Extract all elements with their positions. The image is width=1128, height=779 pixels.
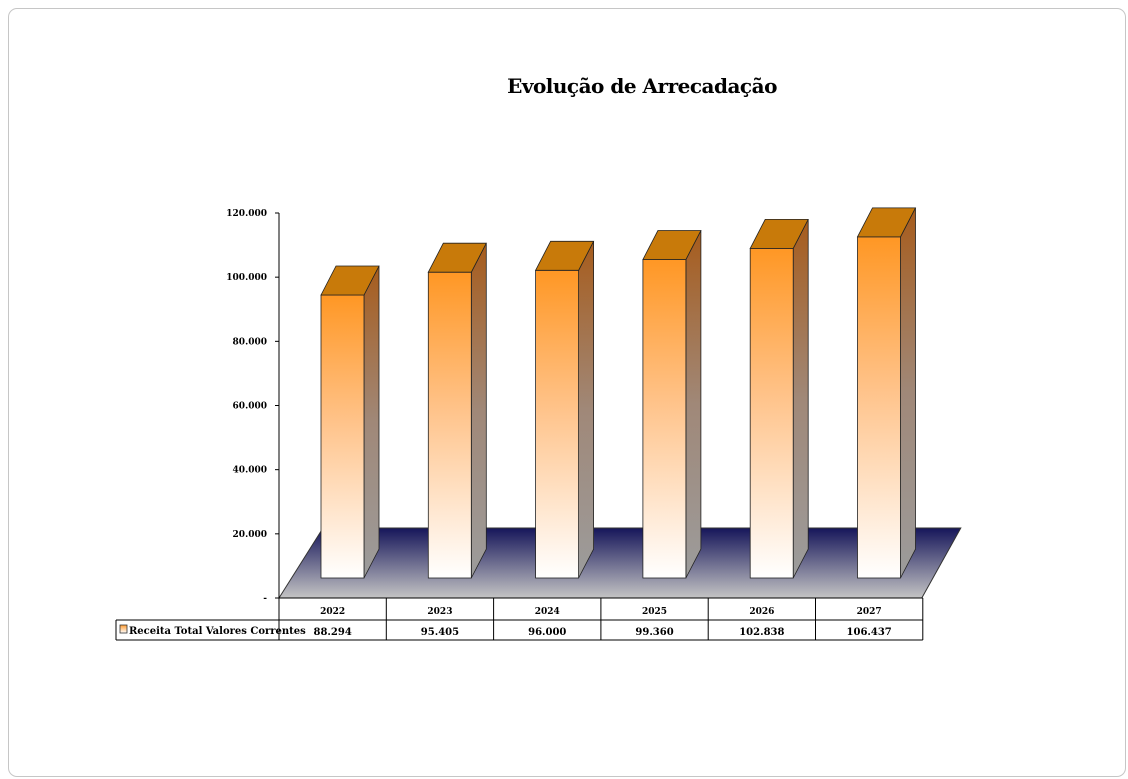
data-label: 95.405 xyxy=(421,627,459,638)
y-tick-label: 120.000 xyxy=(226,209,267,219)
bar-side xyxy=(900,207,916,579)
x-category-label: 2026 xyxy=(749,607,774,617)
data-label: 88.294 xyxy=(314,627,352,638)
data-label: 99.360 xyxy=(635,627,673,638)
bar-cap xyxy=(534,240,595,271)
x-category-label: 2024 xyxy=(535,607,560,617)
y-tick-label: 80.000 xyxy=(233,337,267,347)
x-category-label: 2027 xyxy=(857,607,882,617)
bar-side xyxy=(792,219,809,579)
x-category-label: 2022 xyxy=(320,607,345,617)
bar-front xyxy=(857,236,901,579)
bar-2026 xyxy=(749,218,809,579)
y-tick-label: 20.000 xyxy=(233,530,267,540)
x-category-label: 2023 xyxy=(427,607,452,617)
data-label: 96.000 xyxy=(528,627,566,638)
data-label: 106.437 xyxy=(847,627,892,638)
bar-front xyxy=(320,294,365,579)
y-tick-label: 100.000 xyxy=(226,273,267,283)
bar-front xyxy=(427,271,472,579)
bar-cap xyxy=(749,218,809,249)
y-tick-label: 60.000 xyxy=(233,402,267,412)
legend-label: Receita Total Valores Correntes xyxy=(129,626,306,637)
bar-side xyxy=(578,241,594,579)
bar-side xyxy=(363,265,380,579)
bar-2023 xyxy=(427,242,487,579)
bar-side xyxy=(470,243,487,579)
bar-2025 xyxy=(642,230,702,579)
bar-front xyxy=(642,259,687,579)
bar-2022 xyxy=(320,265,380,579)
bar-2024 xyxy=(534,240,595,579)
y-tick-label: - xyxy=(263,594,267,604)
bar-cap xyxy=(856,207,917,238)
y-tick-label: 40.000 xyxy=(233,466,267,476)
bar-cap xyxy=(642,230,702,260)
bar-front xyxy=(535,269,579,579)
chart-title: Evolução de Arrecadação xyxy=(507,74,777,98)
bar-cap xyxy=(320,265,380,296)
bar-side xyxy=(685,230,702,579)
x-category-label: 2025 xyxy=(642,607,667,617)
bar-front xyxy=(749,247,794,579)
bar-2027 xyxy=(856,207,917,579)
bar-cap xyxy=(427,242,487,273)
legend-swatch xyxy=(119,624,128,634)
data-label: 102.838 xyxy=(739,627,784,638)
